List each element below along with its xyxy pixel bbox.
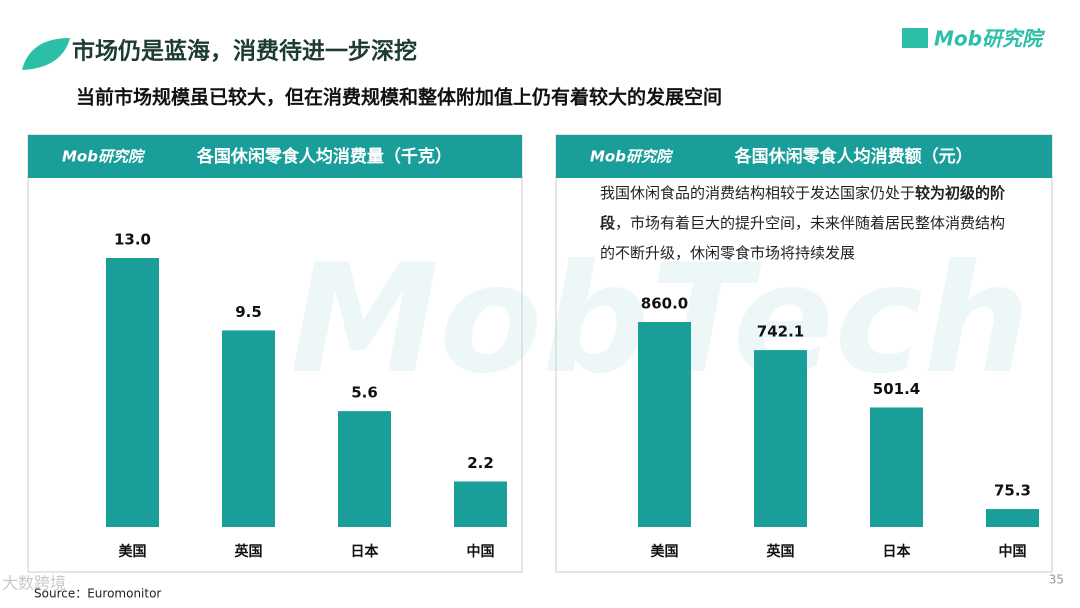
stamp: 大数跨境 [2,574,66,593]
slide-title: 市场仍是蓝海，消费待进一步深挖 [72,38,417,65]
bar [754,350,807,527]
category-label: 日本 [883,543,912,560]
category-label: 美国 [119,543,147,560]
logo-icon [902,28,928,48]
value-label: 742.1 [757,323,804,341]
value-label: 9.5 [235,303,262,321]
bar [986,509,1039,527]
chart-title: 各国休闲零食人均消费量（千克） [196,146,452,167]
bar [454,481,507,527]
chart-title: 各国休闲零食人均消费额（元） [734,146,973,167]
category-label: 日本 [351,543,380,560]
value-label: 5.6 [351,384,378,402]
title-leaf [22,38,70,70]
category-label: 中国 [467,543,495,560]
chart-header [28,135,522,178]
category-label: 英国 [766,543,795,560]
category-label: 英国 [234,543,263,560]
bar [338,411,391,527]
bar [870,407,923,527]
bar [106,258,159,527]
value-label: 75.3 [994,482,1031,500]
page-number: 35 [1049,573,1064,587]
annotation-bold: 较为初级的阶段 [600,184,1006,232]
header-logo: Mob研究院 [62,148,146,166]
category-label: 中国 [999,543,1027,560]
header-logo: Mob研究院 [590,148,674,166]
annotation-text: 我国休闲食品的消费结构相较于发达国家仍处于 [600,184,916,202]
source: Source：Euromonitor [34,587,161,601]
category-label: 美国 [651,543,679,560]
value-label: 13.0 [114,231,151,249]
value-label: 860.0 [641,295,688,313]
bar [638,322,691,527]
slide-subtitle: 当前市场规模虽已较大，但在消费规模和整体附加值上仍有着较大的发展空间 [76,86,722,109]
annotation: 我国休闲食品的消费结构相较于发达国家仍处于较为初级的阶段，市场有着巨大的提升空间… [600,178,1015,268]
value-label: 2.2 [467,454,494,472]
annotation-text: ，市场有着巨大的提升空间，未来伴随着居民整体消费结构的不断升级，休闲零食市场将持… [600,214,1006,262]
value-label: 501.4 [873,380,920,398]
bar [222,330,275,527]
logo: Mob研究院 [934,27,1046,51]
chart-header [556,135,1052,178]
